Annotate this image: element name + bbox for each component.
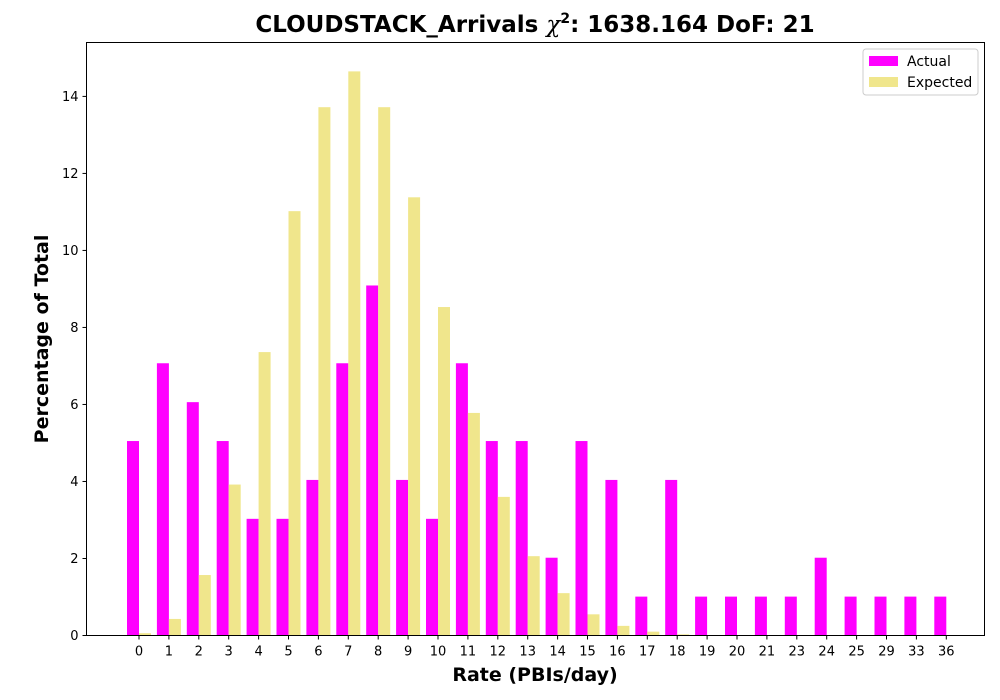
x-tick-label: 16 <box>609 645 626 660</box>
x-tick-label: 7 <box>344 645 352 660</box>
x-axis-label: Rate (PBIs/day) <box>452 664 617 686</box>
y-tick-label: 0 <box>70 629 78 644</box>
y-tick-label: 10 <box>62 244 79 259</box>
bar-expected-2 <box>198 575 211 636</box>
x-tick-label: 14 <box>549 645 566 660</box>
bar-actual-18 <box>665 479 678 636</box>
chart-title: CLOUDSTACK_Arrivals χ2: 1638.164 DoF: 21 <box>255 11 814 38</box>
x-tick-label: 23 <box>789 645 806 660</box>
x-tick-label: 12 <box>490 645 507 660</box>
bar-expected-18 <box>677 634 690 636</box>
legend-label-expected: Expected <box>907 75 972 91</box>
x-tick-label: 9 <box>404 645 412 660</box>
x-tick-label: 5 <box>284 645 292 660</box>
bar-expected-11 <box>467 412 480 636</box>
bar-expected-9 <box>408 197 421 636</box>
y-tick-label: 4 <box>70 475 78 490</box>
bar-actual-29 <box>874 596 887 636</box>
bar-expected-14 <box>557 593 570 636</box>
bar-actual-14 <box>545 557 558 636</box>
bar-expected-7 <box>348 71 361 636</box>
x-tick-label: 11 <box>460 645 477 660</box>
bar-expected-13 <box>527 556 540 636</box>
bar-expected-16 <box>617 625 630 636</box>
bar-actual-10 <box>426 518 438 636</box>
bar-actual-23 <box>784 596 797 636</box>
x-ticks: 0 1 2 3 4 5 6 7 8 9 10 11 12 13 14 15 16 17 18 19 20 21 23 24 25… <box>135 635 955 660</box>
bar-expected-0 <box>139 633 151 636</box>
plot-frame <box>86 42 985 636</box>
x-tick-label: 36 <box>938 645 955 660</box>
legend: Actual Expected <box>862 48 979 96</box>
x-tick-label: 2 <box>195 645 203 660</box>
bar-actual-9 <box>396 479 409 636</box>
bar-actual-33 <box>904 596 917 636</box>
legend-swatch-expected <box>869 77 898 87</box>
bar-actual-1 <box>156 363 169 636</box>
bar-actual-15 <box>575 441 588 636</box>
bar-actual-21 <box>754 596 767 636</box>
x-tick-label: 6 <box>314 645 322 660</box>
x-tick-label: 8 <box>374 645 382 660</box>
bar-expected-3 <box>228 484 241 636</box>
x-tick-label: 10 <box>430 645 447 660</box>
y-tick-label: 6 <box>70 398 78 413</box>
bars-layer <box>127 71 947 636</box>
bar-expected-1 <box>168 618 181 636</box>
bar-expected-15 <box>587 614 600 636</box>
bar-actual-6 <box>306 479 319 636</box>
x-tick-label: 19 <box>699 645 716 660</box>
x-tick-label: 3 <box>225 645 233 660</box>
bar-expected-17 <box>647 631 660 636</box>
x-tick-label: 17 <box>639 645 656 660</box>
bar-actual-17 <box>635 596 648 636</box>
bar-actual-24 <box>814 557 827 636</box>
y-axis-label: Percentage of Total <box>31 235 53 444</box>
bar-actual-2 <box>186 402 199 636</box>
bar-expected-6 <box>318 107 331 636</box>
x-tick-label: 0 <box>135 645 143 660</box>
y-ticks: 0 2 4 6 8 10 12 14 <box>62 90 87 644</box>
y-tick-label: 12 <box>62 167 79 182</box>
bar-expected-10 <box>438 307 450 636</box>
y-tick-label: 8 <box>70 321 78 336</box>
x-tick-label: 18 <box>669 645 686 660</box>
bar-actual-20 <box>725 596 737 636</box>
bar-actual-19 <box>695 596 708 636</box>
x-tick-label: 33 <box>908 645 925 660</box>
bar-actual-16 <box>605 479 618 636</box>
bar-expected-8 <box>378 107 391 636</box>
x-tick-label: 13 <box>519 645 536 660</box>
bar-actual-13 <box>515 441 528 636</box>
bar-actual-3 <box>216 441 229 636</box>
bar-actual-8 <box>366 285 379 636</box>
y-tick-label: 2 <box>70 552 78 567</box>
legend-swatch-actual <box>869 56 898 66</box>
legend-label-actual: Actual <box>907 54 951 70</box>
bar-expected-4 <box>258 352 271 636</box>
bar-actual-0 <box>127 441 139 636</box>
bar-expected-12 <box>497 496 510 636</box>
bar-actual-25 <box>844 596 857 636</box>
bar-expected-5 <box>288 211 301 636</box>
bar-actual-4 <box>246 518 259 636</box>
x-tick-label: 24 <box>818 645 835 660</box>
bar-actual-12 <box>485 441 498 636</box>
x-tick-label: 25 <box>848 645 865 660</box>
y-tick-label: 14 <box>62 90 79 105</box>
bar-actual-5 <box>276 518 289 636</box>
bar-actual-11 <box>455 363 468 636</box>
x-tick-label: 21 <box>759 645 776 660</box>
x-tick-label: 15 <box>579 645 596 660</box>
x-tick-label: 20 <box>729 645 746 660</box>
bar-actual-36 <box>934 596 947 636</box>
x-tick-label: 29 <box>878 645 895 660</box>
x-tick-label: 1 <box>165 645 173 660</box>
bar-actual-7 <box>336 363 349 636</box>
x-tick-label: 4 <box>254 645 262 660</box>
